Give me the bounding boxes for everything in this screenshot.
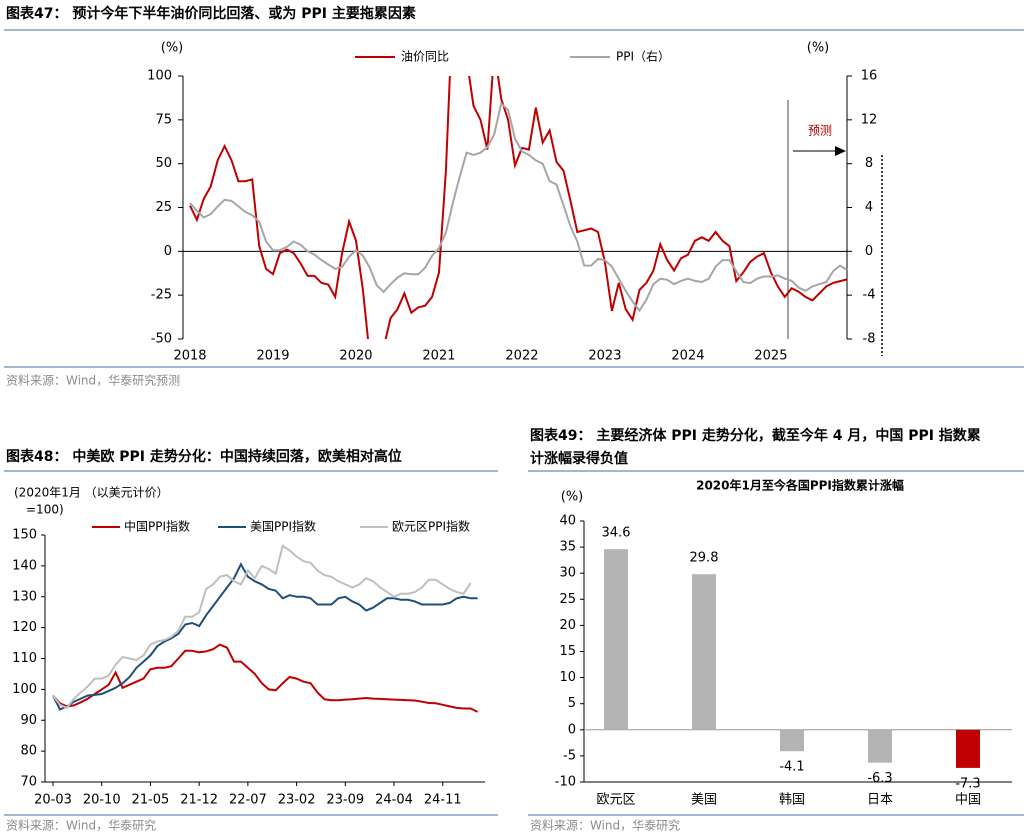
y-tick-label: 25 [559,592,576,607]
figure-caption: 图表49： 主要经济体 PPI 走势分化，截至今年 4 月，中国 PPI 指数累 [530,427,981,444]
x-tick-label: 22-07 [229,793,267,808]
data-label: 29.8 [690,551,719,566]
y-tick-label: 25 [155,200,172,215]
x-tick-label: 日本 [867,793,893,808]
y-tick-label: 100 [147,69,172,84]
plot-area [189,76,848,339]
y-tick-label: 130 [12,589,37,604]
source: 资料来源：Wind，华泰研究 [530,818,680,833]
y2-tick-label: 4 [865,200,873,215]
x-tick-label: 2022 [505,349,538,364]
bar [956,729,980,768]
y-tick-label: 150 [12,528,37,543]
y-axis-label: (%) [161,41,184,56]
x-tick-label: 2020 [339,349,372,364]
legend-label: PPI（右） [616,49,670,64]
x-tick-label: 2024 [671,349,704,364]
y-tick-label: 35 [559,540,576,555]
y-tick-label: 40 [559,514,576,529]
legend-label: 油价同比 [401,50,449,64]
x-tick-label: 24-04 [375,793,413,808]
data-label: -6.3 [867,771,892,786]
source: 资料来源：Wind，华泰研究预测 [6,373,180,388]
x-tick-label: 21-05 [132,793,170,808]
x-tick-label: 23-09 [326,793,364,808]
chart-title: 2020年1月至今各国PPI指数累计涨幅 [696,478,904,493]
x-tick-label: 2023 [588,349,621,364]
data-label: -4.1 [779,760,804,775]
y-tick-label: 100 [12,682,37,697]
y-tick-label: 10 [559,670,576,685]
y-tick-label: 0 [164,244,172,259]
y-tick-label: 90 [20,713,37,728]
y2-tick-label: -4 [863,288,876,303]
figure-caption: 计涨幅录得负值 [530,450,628,467]
line-series [52,643,479,713]
y-tick-label: 110 [12,651,37,666]
bar [868,729,892,763]
y-tick-label: 140 [12,558,37,573]
bar [604,549,628,730]
y-tick-label: -50 [151,332,172,347]
y-tick-label: 120 [12,620,37,635]
annotation: 预测 [808,124,832,138]
figure-caption: 图表47： 预计今年下半年油价同比回落、或为 PPI 主要拖累因素 [6,5,416,22]
legend-label: 中国PPI指数 [124,519,190,534]
legend-label: 美国PPI指数 [250,519,316,534]
data-label: 34.6 [602,526,631,541]
x-tick-label: 2018 [173,349,206,364]
y-axis-label: (2020年1月 （以美元计价） [14,486,169,500]
y2-axis-label: (%) [807,41,830,56]
x-tick-label: 欧元区 [596,793,635,808]
x-tick-label: 中国 [955,793,981,808]
source: 资料来源：Wind，华泰研究 [6,818,156,833]
y-tick-label: 30 [559,566,576,581]
y-tick-label: -5 [563,748,576,763]
x-tick-label: 24-11 [424,793,462,808]
y2-tick-label: 8 [865,156,873,171]
y-tick-label: 70 [20,775,37,790]
y-tick-label: -25 [151,288,172,303]
x-tick-label: 韩国 [779,793,805,808]
x-tick-label: 美国 [691,793,717,808]
y-tick-label: 15 [559,644,576,659]
y2-tick-label: -8 [863,332,876,347]
y-tick-label: 0 [568,722,576,737]
bar [780,729,804,752]
y2-tick-label: 0 [865,244,873,259]
y-tick-label: 20 [559,618,576,633]
figure-caption: 图表48： 中美欧 PPI 走势分化：中国持续回落，欧美相对高位 [6,448,402,465]
line-series [189,76,848,339]
y-tick-label: 75 [155,112,172,127]
y-axis-label: =100) [26,503,64,517]
y2-tick-label: 16 [861,69,878,84]
line-series [52,562,478,711]
y-tick-label: -10 [555,775,576,790]
bar [692,574,716,730]
y-tick-label: 50 [155,156,172,171]
legend-label: 欧元区PPI指数 [392,519,470,534]
x-tick-label: 21-12 [180,793,218,808]
line-series [52,544,472,710]
arrow-head [835,146,846,156]
x-tick-label: 20-10 [83,793,121,808]
y-tick-label: 5 [568,696,576,711]
y2-tick-label: 12 [861,112,878,127]
x-tick-label: 2021 [422,349,455,364]
x-tick-label: 2025 [754,349,787,364]
data-label: -7.3 [955,776,980,791]
x-tick-label: 20-03 [34,793,72,808]
line-series [189,101,848,313]
y-tick-label: 80 [20,744,37,759]
x-tick-label: 23-02 [278,793,316,808]
y-axis-label: (%) [561,490,584,505]
x-tick-label: 2019 [256,349,289,364]
